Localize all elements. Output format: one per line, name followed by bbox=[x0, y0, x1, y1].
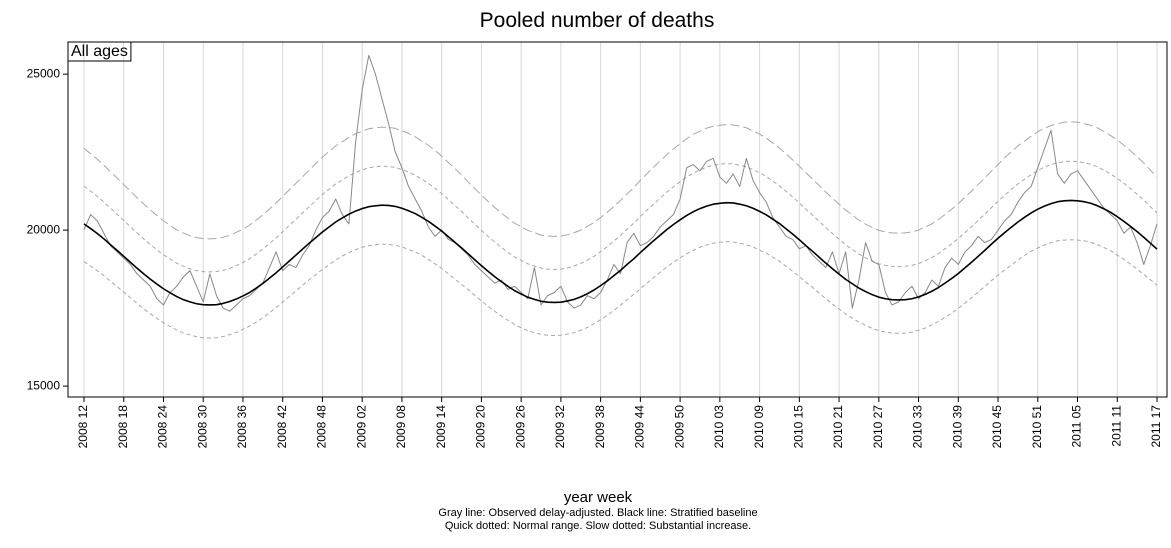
y-tick-label: 25000 bbox=[27, 66, 61, 80]
plot-frame bbox=[67, 41, 1168, 398]
series-line bbox=[83, 54, 1158, 312]
x-tick-label: 2010 51 bbox=[1030, 405, 1044, 449]
y-tick-label: 20000 bbox=[27, 222, 61, 236]
x-tick-label: 2010 27 bbox=[871, 405, 885, 449]
x-tick-label: 2011 17 bbox=[1149, 405, 1163, 448]
panel-label: All ages bbox=[71, 43, 128, 60]
x-tick-label: 2011 11 bbox=[1109, 405, 1123, 447]
x-tick-label: 2010 09 bbox=[752, 405, 766, 449]
x-tick-label: 2010 21 bbox=[831, 405, 845, 449]
series-line bbox=[83, 199, 1158, 306]
x-tick-label: 2009 08 bbox=[394, 405, 408, 449]
x-tick-label: 2009 32 bbox=[553, 405, 567, 449]
x-tick-label: 2008 42 bbox=[275, 405, 289, 449]
x-tick-label: 2009 50 bbox=[672, 405, 686, 449]
series-line bbox=[83, 121, 1158, 240]
x-tick-label: 2009 38 bbox=[593, 405, 607, 449]
note: Quick dotted: Normal range. Slow dotted:… bbox=[445, 520, 751, 532]
panel-label-box bbox=[67, 41, 132, 62]
x-tick-label: 2010 15 bbox=[792, 405, 806, 449]
x-tick-label: 2010 39 bbox=[950, 405, 964, 449]
x-axis-label: year week bbox=[564, 489, 633, 506]
series-line bbox=[83, 160, 1158, 273]
x-tick-label: 2008 30 bbox=[195, 405, 209, 449]
series-line bbox=[83, 239, 1158, 339]
note: Gray line: Observed delay-adjusted. Blac… bbox=[438, 507, 757, 519]
chart-title: Pooled number of deaths bbox=[480, 9, 715, 32]
x-tick-label: 2010 45 bbox=[990, 405, 1004, 449]
x-tick-label: 2009 02 bbox=[354, 405, 368, 449]
x-tick-label: 2008 12 bbox=[76, 405, 90, 449]
x-tick-label: 2010 33 bbox=[911, 405, 925, 449]
x-tick-label: 2010 03 bbox=[712, 405, 726, 449]
x-tick-label: 2009 44 bbox=[633, 405, 647, 449]
x-tick-label: 2008 48 bbox=[315, 405, 329, 449]
x-tick-label: 2009 26 bbox=[513, 405, 527, 449]
x-tick-label: 2008 36 bbox=[235, 405, 249, 449]
x-tick-label: 2009 14 bbox=[434, 405, 448, 449]
x-tick-label: 2008 18 bbox=[116, 405, 130, 449]
x-tick-label: 2011 05 bbox=[1070, 405, 1084, 448]
x-tick-label: 2008 24 bbox=[156, 405, 170, 449]
y-tick-label: 15000 bbox=[27, 378, 61, 392]
x-tick-label: 2009 20 bbox=[474, 405, 488, 449]
